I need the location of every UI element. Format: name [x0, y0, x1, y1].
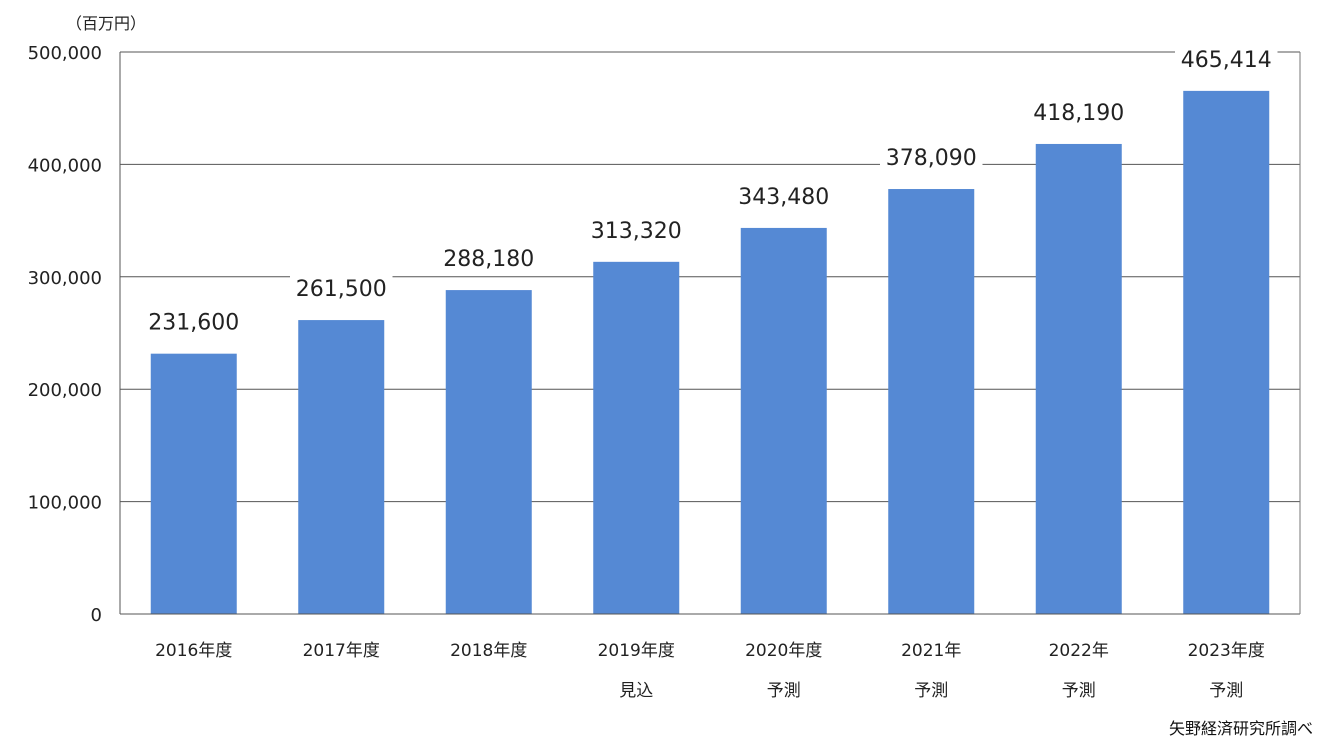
x-tick-label: 2018年度	[450, 641, 527, 661]
value-label-background	[1027, 95, 1130, 126]
value-label-background	[880, 141, 983, 172]
x-tick-label: 予測	[767, 681, 801, 701]
value-label: 343,480	[738, 185, 829, 210]
bar	[150, 353, 237, 614]
value-label: 288,180	[443, 247, 534, 272]
bar	[740, 227, 827, 615]
value-label-background	[585, 213, 688, 244]
y-tick-label: 300,000	[28, 268, 102, 289]
x-tick-label: 予測	[1062, 681, 1096, 701]
y-axis-unit-label: （百万円）	[66, 14, 147, 33]
bar	[1183, 90, 1270, 615]
x-tick-label: 2017年度	[303, 641, 380, 661]
bars	[150, 90, 1270, 615]
x-tick-label: 2020年度	[745, 641, 822, 661]
bar	[1035, 143, 1122, 614]
y-tick-label: 100,000	[28, 493, 102, 514]
value-label: 465,414	[1181, 48, 1272, 73]
value-label: 378,090	[886, 146, 977, 171]
y-tick-label: 400,000	[28, 155, 102, 176]
bar	[298, 320, 385, 614]
bar	[445, 290, 532, 614]
x-tick-label: 2021年	[901, 641, 961, 661]
value-label: 261,500	[296, 277, 387, 302]
value-label: 231,600	[148, 311, 239, 336]
value-label-background	[290, 272, 393, 303]
x-tick-label: 2022年	[1049, 641, 1109, 661]
y-tick-label: 500,000	[28, 43, 102, 64]
value-label-background	[142, 305, 245, 336]
bar	[593, 261, 680, 614]
x-tick-label: 見込	[619, 681, 653, 701]
source-note: 矢野経済研究所調べ	[1168, 719, 1313, 738]
axes	[119, 52, 1301, 615]
y-tick-label: 0	[91, 605, 102, 626]
value-label-background	[732, 179, 835, 210]
x-tick-label: 2019年度	[598, 641, 675, 661]
x-tick-label: 2016年度	[155, 641, 232, 661]
y-tick-label: 200,000	[28, 380, 102, 401]
value-label-background	[1175, 42, 1278, 73]
x-tick-label: 2023年度	[1188, 641, 1265, 661]
x-tick-label: 予測	[914, 681, 948, 701]
value-label-background	[437, 242, 540, 273]
labels: 0 100,000 200,000 300,000 400,000 500,000 231,…	[28, 42, 1278, 701]
value-label: 418,190	[1033, 101, 1124, 126]
value-label: 313,320	[591, 219, 682, 244]
x-tick-label: 予測	[1209, 681, 1243, 701]
bar	[888, 189, 975, 614]
